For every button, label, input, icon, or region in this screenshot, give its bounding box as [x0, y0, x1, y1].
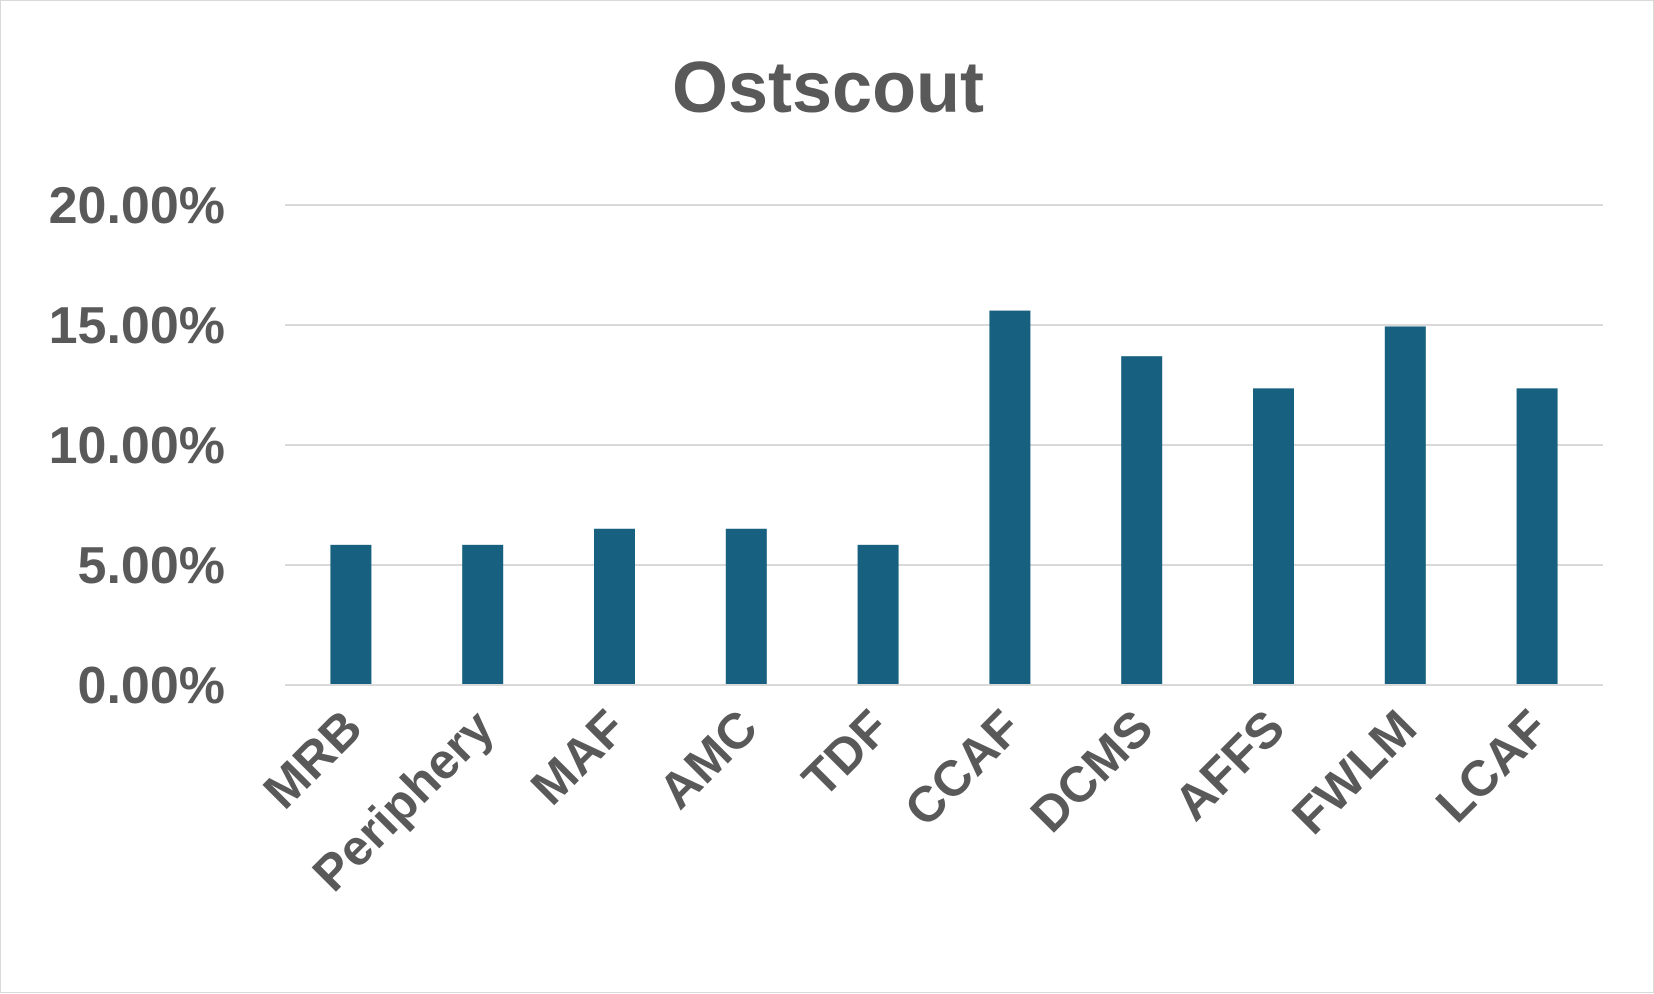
chart-title: Ostscout [672, 48, 984, 128]
y-tick-label: 5.00% [78, 537, 225, 595]
y-tick-label: 20.00% [49, 177, 225, 235]
bar-tdf [857, 544, 899, 685]
bar-mrb [330, 544, 372, 685]
bars [330, 310, 1558, 685]
x-tick-label: FWLM [1281, 699, 1427, 845]
bar-lcaf [1516, 388, 1558, 685]
x-tick-label: LCAF [1425, 699, 1559, 833]
bar-affs [1253, 388, 1294, 685]
x-tick-label: CCAF [894, 699, 1032, 837]
bar-dcms [1121, 356, 1163, 685]
y-tick-label: 0.00% [78, 657, 225, 715]
x-tick-label: TDF [792, 699, 900, 807]
x-tick-label: MRB [253, 699, 373, 819]
x-tick-label: MAF [520, 699, 636, 815]
bar-fwlm [1384, 326, 1426, 685]
y-tick-label: 10.00% [49, 417, 225, 475]
x-tick-label: AMC [648, 699, 768, 819]
bar-periphery [462, 544, 504, 685]
x-tick-label: AFFS [1163, 699, 1295, 831]
y-axis-tick-labels: 0.00% 5.00% 10.00% 15.00% 20.00% [49, 177, 225, 715]
bar-maf [594, 528, 635, 685]
y-tick-label: 15.00% [49, 297, 225, 355]
bar-amc [725, 528, 767, 685]
gridlines [285, 204, 1603, 566]
x-tick-label: DCMS [1020, 699, 1164, 843]
bar-ccaf [989, 310, 1031, 685]
